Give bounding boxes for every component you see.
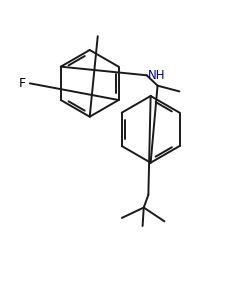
Text: F: F: [18, 77, 25, 90]
Text: NH: NH: [147, 69, 164, 82]
